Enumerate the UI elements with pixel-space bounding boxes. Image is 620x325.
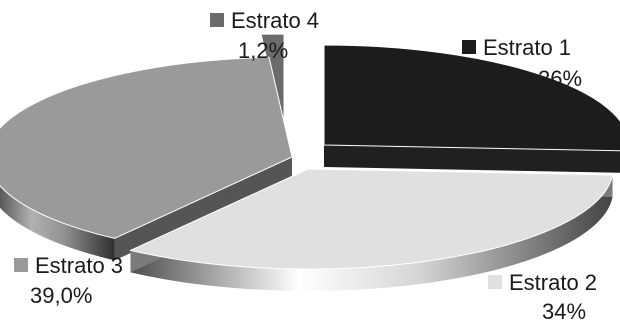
- slice-wall-estrato-1: [324, 145, 620, 173]
- legend-text-estrato-4: Estrato 4: [231, 8, 320, 33]
- legend-swatch-estrato-1: [462, 40, 476, 54]
- slice-estrato-3: [0, 56, 293, 239]
- legend-swatch-estrato-3: [14, 258, 28, 272]
- value-label-estrato-4: 1,2%: [238, 38, 289, 63]
- slice-wall-estrato-3: [114, 157, 292, 261]
- legend-label-estrato-4: Estrato 4: [210, 8, 319, 34]
- legend-text-estrato-2: Estrato 2: [509, 270, 598, 295]
- legend-label-estrato-1: Estrato 1: [462, 35, 571, 61]
- value-label-estrato-3: 39,0%: [30, 283, 93, 308]
- legend-text-estrato-3: Estrato 3: [35, 253, 124, 278]
- legend-label-estrato-3: Estrato 3: [14, 253, 123, 279]
- value-label-estrato-1: 26%: [538, 66, 583, 91]
- slice-side-estrato-2: [130, 174, 613, 292]
- legend-label-estrato-2: Estrato 2: [488, 270, 597, 296]
- slice-estrato-1: [323, 44, 620, 152]
- legend-text-estrato-1: Estrato 1: [483, 35, 572, 60]
- value-label-estrato-2: 34%: [542, 299, 587, 324]
- legend-swatch-estrato-2: [488, 275, 502, 289]
- slice-side-estrato-3: [0, 185, 115, 261]
- legend-swatch-estrato-4: [210, 13, 224, 27]
- slice-estrato-2: [129, 168, 614, 270]
